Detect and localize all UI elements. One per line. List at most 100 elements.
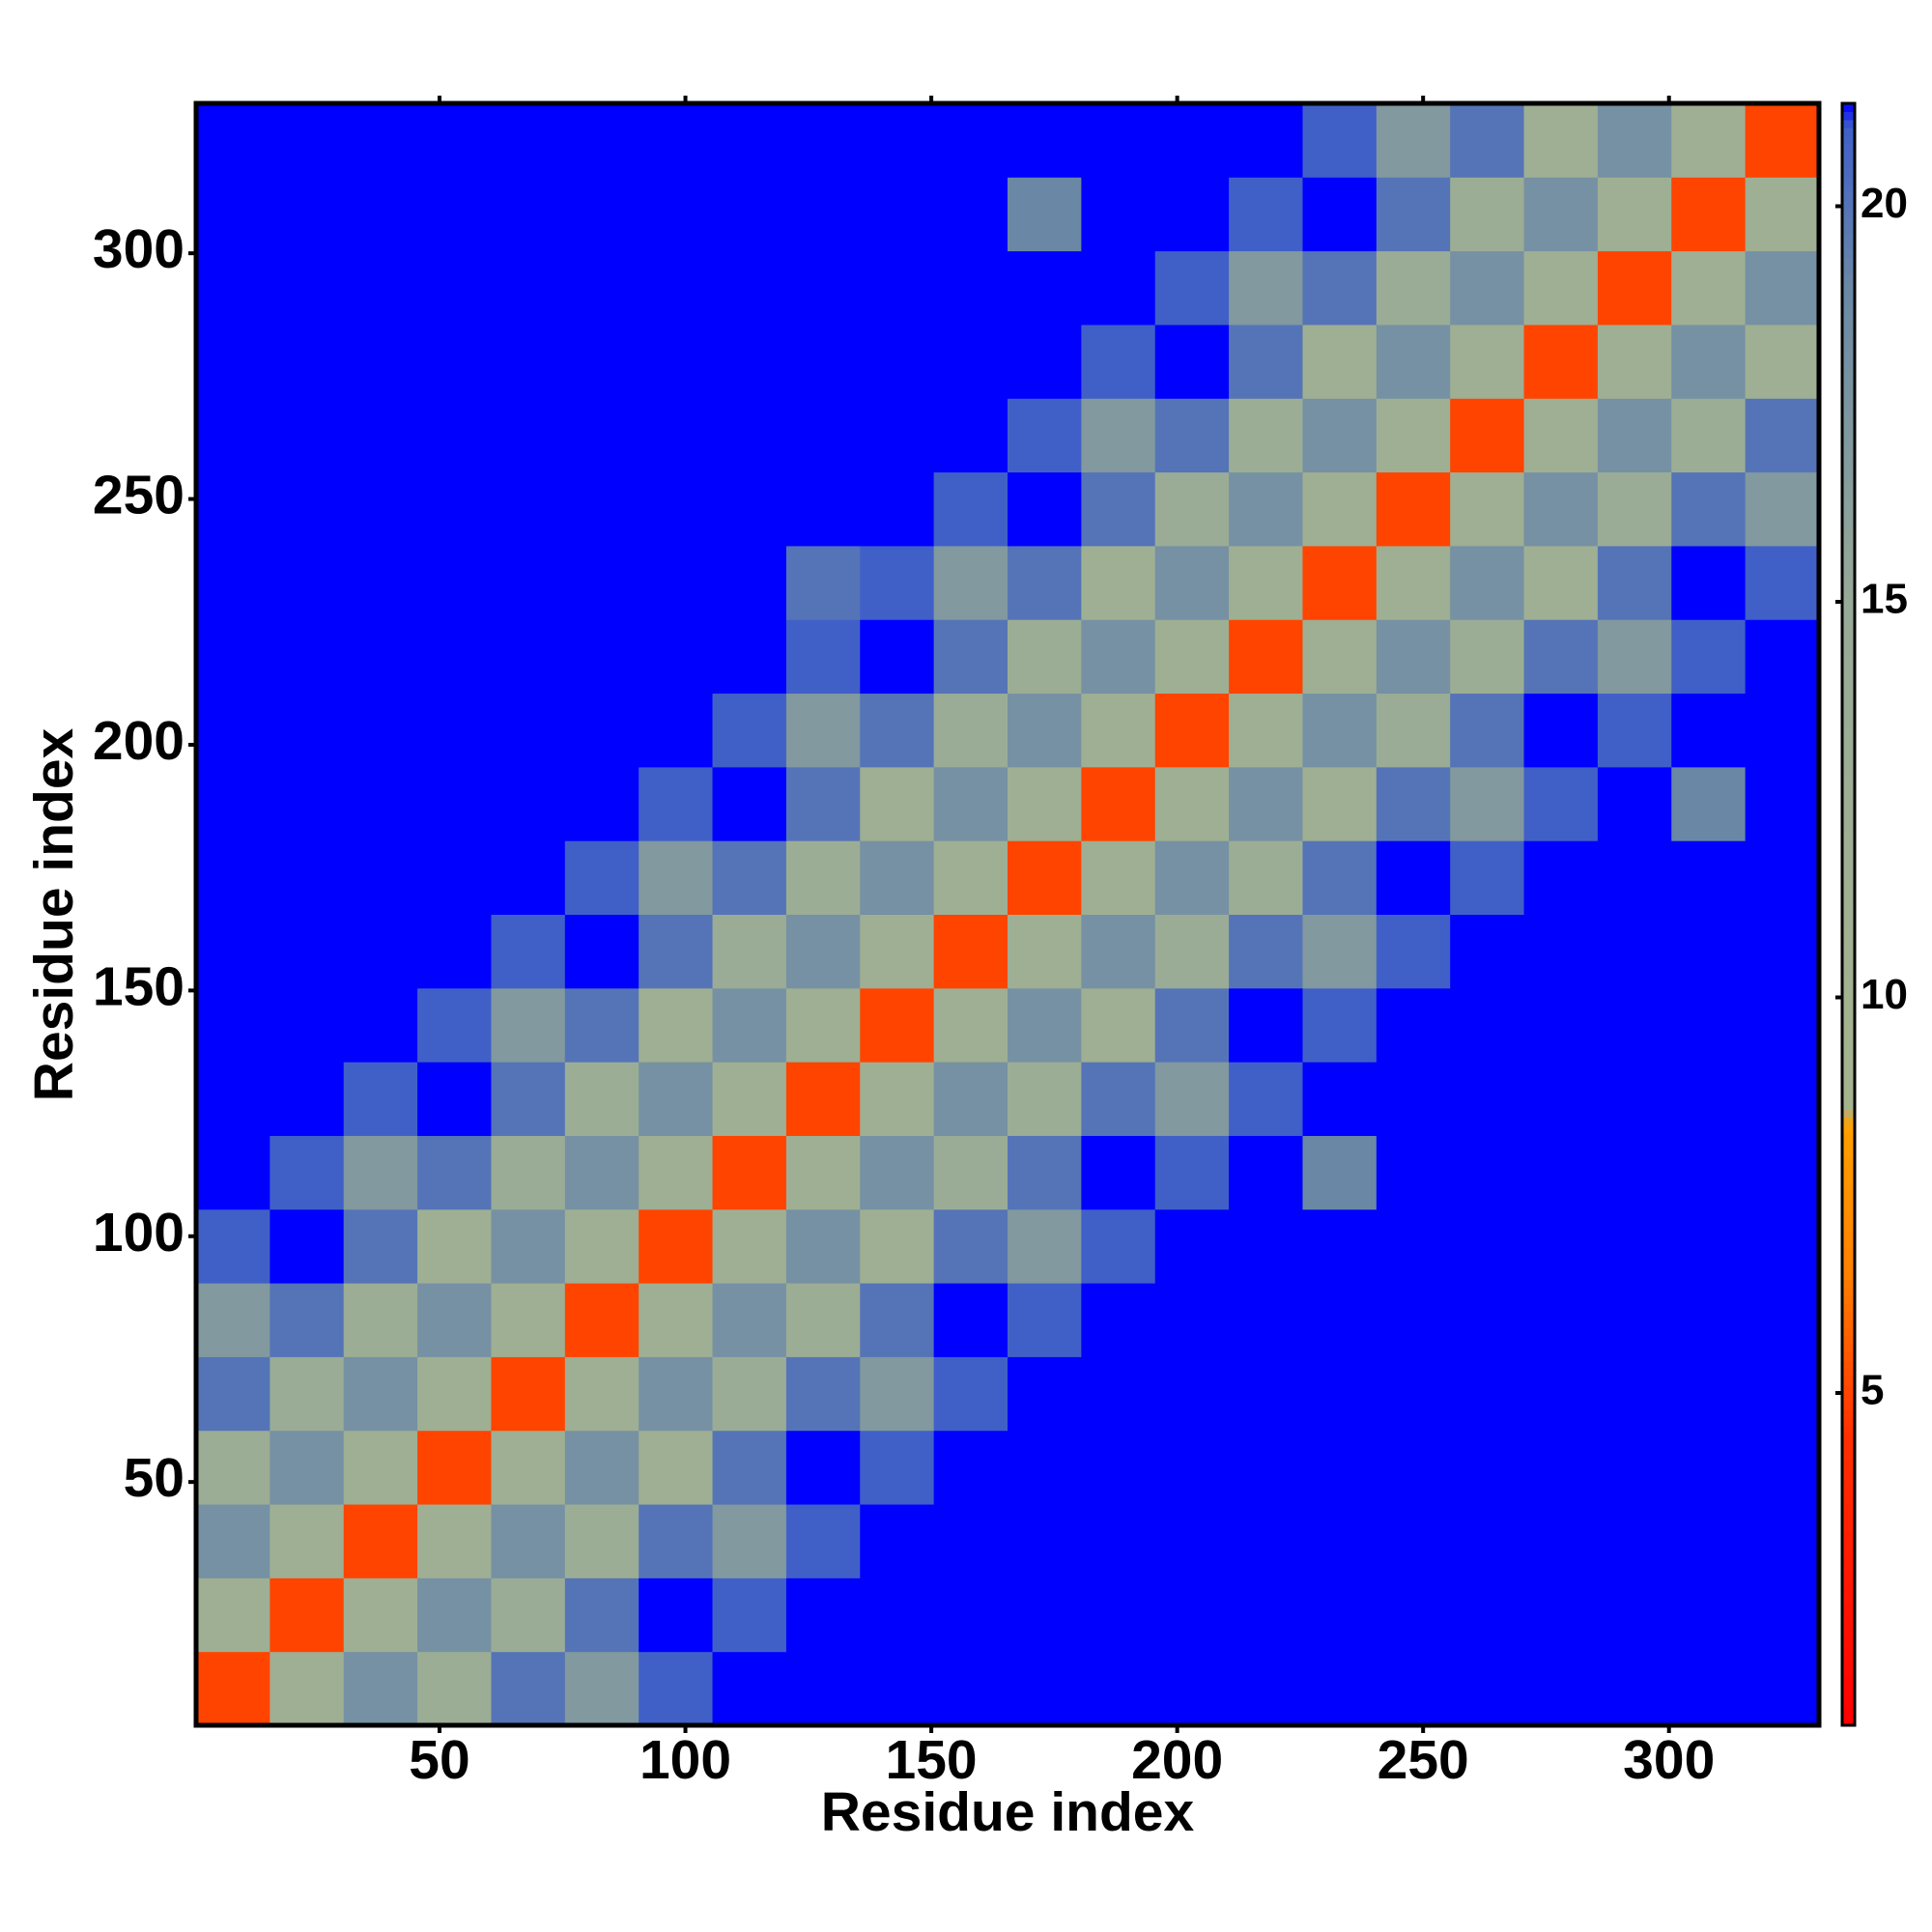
heatmap-cell [1745, 103, 1820, 178]
colorbar-segment [1842, 1457, 1855, 1466]
colorbar-segment [1842, 152, 1855, 161]
colorbar-segment [1842, 573, 1855, 582]
colorbar-segment [1842, 355, 1855, 364]
heatmap-cell [1597, 693, 1672, 768]
heatmap-cell [1229, 398, 1303, 473]
heatmap-cell [639, 987, 714, 1063]
heatmap-cell [196, 324, 270, 399]
heatmap-cell [1671, 250, 1747, 326]
heatmap-cell [1597, 914, 1672, 989]
colorbar-segment [1842, 1279, 1855, 1289]
colorbar-segment [1842, 1100, 1855, 1110]
heatmap-cell [270, 619, 345, 695]
heatmap-cell [712, 693, 787, 768]
colorbar-segment [1842, 1351, 1855, 1361]
heatmap-cell [1376, 398, 1451, 473]
x-tick-label: 50 [409, 1729, 469, 1791]
colorbar-segment [1842, 1124, 1855, 1134]
heatmap-cell [785, 398, 861, 473]
colorbar-segment [1842, 1635, 1855, 1645]
heatmap-cell [343, 398, 418, 473]
colorbar-segment [1842, 654, 1855, 664]
colorbar-segment [1842, 159, 1855, 169]
colorbar-segment [1842, 346, 1855, 355]
y-tick-label: 150 [93, 955, 185, 1017]
colorbar-segment [1842, 735, 1855, 745]
heatmap-cell [343, 1062, 418, 1136]
heatmap-cell [1597, 324, 1672, 399]
heatmap-cell [564, 1062, 639, 1136]
heatmap-cell [196, 693, 270, 768]
heatmap-cell [1450, 619, 1525, 695]
colorbar-segment [1842, 1165, 1855, 1175]
heatmap-cell [712, 1651, 787, 1726]
heatmap-cell [639, 693, 714, 768]
colorbar-segment [1842, 1360, 1855, 1370]
colorbar-segment [1842, 314, 1855, 324]
heatmap-cell [933, 914, 1009, 989]
heatmap-cell [860, 250, 935, 326]
heatmap-cell [1745, 398, 1820, 473]
heatmap-cell [270, 987, 345, 1063]
heatmap-cell [1229, 693, 1303, 768]
heatmap-cell [196, 177, 270, 252]
heatmap-cell [639, 766, 714, 841]
heatmap-cell [417, 250, 492, 326]
heatmap-cell [1229, 619, 1303, 695]
heatmap-cell [196, 1430, 270, 1505]
colorbar-segment [1842, 711, 1855, 721]
colorbar-segment [1842, 866, 1855, 875]
colorbar-segment [1842, 849, 1855, 859]
heatmap-cell [1523, 1430, 1599, 1505]
heatmap-cell [785, 1651, 861, 1726]
heatmap-cell [491, 471, 566, 547]
heatmap-cell [1745, 1283, 1820, 1357]
heatmap-cell [712, 398, 787, 473]
colorbar-segment [1842, 1685, 1855, 1694]
heatmap-cell [491, 619, 566, 695]
heatmap-cell [564, 471, 639, 547]
heatmap-cell [1597, 987, 1672, 1063]
heatmap-cell [196, 619, 270, 695]
heatmap-cell [1154, 471, 1230, 547]
heatmap-cell [343, 1430, 418, 1505]
colorbar-segment [1842, 111, 1855, 121]
heatmap-cell [1302, 471, 1378, 547]
heatmap-cell [1081, 398, 1156, 473]
heatmap-cell [712, 1135, 787, 1210]
heatmap-cell [491, 324, 566, 399]
colorbar-segment [1842, 1003, 1855, 1012]
heatmap-cell [1523, 545, 1599, 620]
colorbar-segment [1842, 476, 1855, 486]
heatmap-cell [1154, 103, 1230, 178]
heatmap-cell [933, 398, 1009, 473]
colorbar-segment [1842, 1141, 1855, 1151]
heatmap-cell [1154, 324, 1230, 399]
colorbar-segment [1842, 451, 1855, 461]
colorbar-segment [1842, 290, 1855, 299]
heatmap-cell [860, 177, 935, 252]
heatmap-cell [1302, 693, 1378, 768]
colorbar-segment [1842, 646, 1855, 656]
plot-frame [193, 100, 1822, 1728]
colorbar-segment [1842, 687, 1855, 696]
y-axis-title: Residue index [23, 727, 85, 1101]
heatmap-cell [1008, 471, 1082, 547]
heatmap-cell [1376, 1208, 1451, 1284]
colorbar-segment [1842, 1230, 1855, 1239]
colorbar-segment [1842, 622, 1855, 632]
heatmap-cell [1081, 1577, 1156, 1653]
colorbar-segment [1842, 1668, 1855, 1678]
heatmap-cell [564, 545, 639, 620]
heatmap-cell [491, 398, 566, 473]
heatmap-cell [785, 766, 861, 841]
heatmap-cell [860, 1135, 935, 1210]
heatmap-cell [860, 103, 935, 178]
heatmap-cell [1597, 1430, 1672, 1505]
heatmap-cell [270, 250, 345, 326]
heatmap-cell [491, 987, 566, 1063]
heatmap-cell [1302, 987, 1378, 1063]
heatmap-cell [343, 1208, 418, 1284]
colorbar-segment [1842, 1336, 1855, 1346]
heatmap-cell [1302, 1577, 1378, 1653]
